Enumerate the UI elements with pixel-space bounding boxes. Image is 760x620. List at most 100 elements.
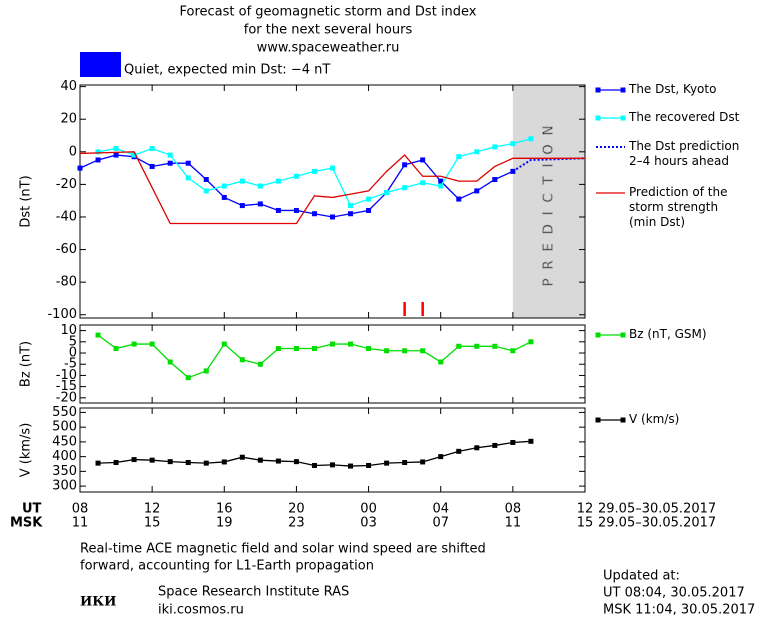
data-point (474, 149, 480, 155)
title-line: www.spaceweather.ru (257, 41, 400, 56)
data-point (239, 178, 245, 184)
y-tick-label: -10 (56, 368, 77, 383)
data-point (402, 348, 408, 354)
data-point (438, 454, 444, 460)
data-point (95, 149, 101, 155)
data-point (293, 346, 299, 352)
y-tick-label: 20 (60, 112, 77, 127)
series-line (79, 151, 585, 225)
legend-marker (595, 417, 601, 423)
data-point (257, 183, 263, 189)
data-point (203, 460, 209, 466)
y-tick-label: 400 (52, 449, 77, 464)
ut-label: UT (22, 502, 42, 517)
data-point (239, 203, 245, 209)
data-point (185, 175, 191, 181)
y-tick-label: -20 (56, 177, 77, 192)
data-point (293, 173, 299, 179)
x-tick-label-msk: 15 (144, 516, 161, 531)
legend-marker (620, 115, 626, 121)
data-point (257, 361, 263, 367)
msk-label: MSK (10, 516, 43, 531)
y-tick-label: -20 (56, 390, 77, 405)
y-tick-label: 500 (52, 420, 77, 435)
data-point (348, 203, 354, 209)
data-point (456, 343, 462, 349)
data-point (293, 459, 299, 465)
data-point (239, 357, 245, 363)
data-point (528, 136, 534, 142)
y-tick-label: 0 (69, 346, 77, 361)
data-point (221, 341, 227, 347)
x-tick-label-msk: 19 (216, 516, 233, 531)
x-tick-label: 12 (577, 502, 594, 517)
y-tick-label: -100 (47, 307, 77, 322)
data-point (366, 462, 372, 468)
legend-label: The Dst prediction 2–4 hours ahead (629, 139, 740, 168)
legend-label: V (km/s) (629, 412, 680, 426)
legend-label: Prediction of the storm strength (min Ds… (629, 185, 728, 229)
data-point (95, 332, 101, 338)
data-point (438, 183, 444, 189)
y-tick-label: 40 (60, 79, 77, 94)
data-point (510, 348, 516, 354)
y-axis-label: Dst (nT) (19, 175, 34, 227)
y-tick-label: 5 (69, 334, 77, 349)
x-tick-label: 00 (360, 502, 377, 517)
legend-marker (620, 87, 626, 93)
y-tick-label: -40 (56, 209, 77, 224)
data-point (366, 207, 372, 213)
data-point (131, 152, 137, 158)
note-line: forward, accounting for L1-Earth propaga… (80, 559, 374, 574)
y-tick-label: 300 (52, 479, 77, 494)
data-point (77, 165, 83, 171)
series-line (79, 154, 514, 218)
data-point (330, 341, 335, 347)
prediction-band (512, 85, 585, 318)
x-tick-label: 16 (216, 502, 233, 517)
data-point (149, 341, 155, 347)
data-point (510, 439, 516, 445)
data-point (528, 438, 534, 444)
data-point (510, 141, 516, 147)
institute: Space Research Institute RAS (158, 585, 349, 600)
data-point (113, 152, 119, 158)
data-point (95, 157, 101, 163)
note-line: Real-time ACE magnetic field and solar w… (80, 542, 486, 557)
legend-marker (620, 417, 626, 423)
data-point (203, 177, 209, 183)
plot-frame (79, 84, 586, 319)
y-tick-label: 350 (52, 464, 77, 479)
data-point (492, 144, 498, 150)
status-text: Quiet, expected min Dst: −4 nT (124, 63, 330, 78)
legend-marker (620, 332, 626, 338)
y-tick-label: 450 (52, 434, 77, 449)
data-point (420, 180, 426, 186)
data-point (311, 346, 317, 352)
data-point (167, 152, 173, 158)
x-tick-label: 08 (505, 502, 522, 517)
legend-marker (595, 115, 601, 121)
x-tick-label-msk: 11 (72, 516, 89, 531)
legend-label: The Dst, Kyoto (629, 82, 717, 96)
data-point (348, 463, 354, 469)
data-point (275, 178, 281, 184)
status-indicator (80, 52, 121, 77)
x-tick-label: 12 (144, 502, 161, 517)
plot-frame (79, 407, 586, 493)
updated-msk: MSK 11:04, 30.05.2017 (603, 603, 755, 618)
data-point (384, 348, 390, 354)
site: iki.cosmos.ru (158, 603, 244, 618)
data-point (131, 341, 137, 347)
data-point (348, 211, 354, 217)
x-tick-label-msk: 23 (288, 516, 305, 531)
data-point (311, 168, 317, 174)
legend-marker (595, 332, 601, 338)
data-point (113, 146, 119, 152)
y-tick-label: 10 (60, 323, 77, 338)
data-point (330, 214, 335, 220)
data-point (311, 211, 317, 217)
legend-label: The recovered Dst (629, 110, 740, 124)
